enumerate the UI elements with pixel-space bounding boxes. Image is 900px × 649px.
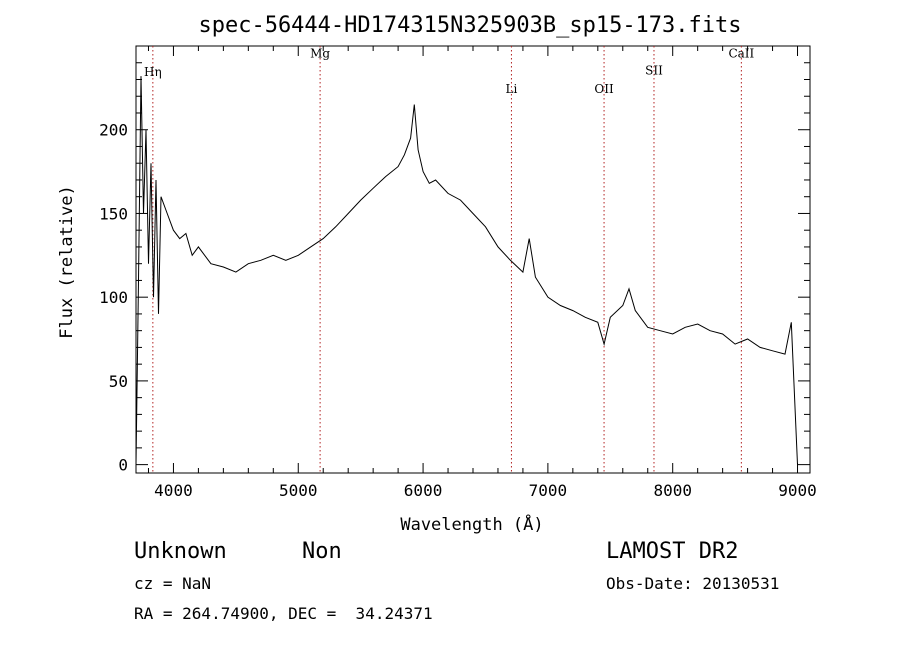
y-tick-label: 200 [99,121,128,140]
object-subclass: Non [302,539,342,564]
x-tick-label: 9000 [778,481,817,500]
x-axis-label: Wavelength (Å) [400,513,543,535]
y-axis-label: Flux (relative) [57,185,77,339]
x-axis-ticks: 4000 5000 6000 7000 8000 9000 [147,46,817,500]
x-tick-label: 5000 [279,481,318,500]
coordinates: RA = 264.74900, DEC = 34.24371 [134,604,433,623]
chart-title: spec-56444-HD174315N325903B_sp15-173.fit… [198,13,741,38]
y-tick-label: 100 [99,288,128,307]
line-marker-label: SII [645,63,663,77]
y-tick-label: 0 [118,456,128,475]
x-tick-label: 8000 [653,481,692,500]
line-marker-label: CaII [728,47,754,61]
line-marker-label: Li [506,82,518,96]
object-class: Unknown [134,539,227,564]
plot-frame [135,45,811,474]
survey-label: LAMOST DR2 [606,539,739,564]
y-tick-label: 50 [109,372,128,391]
y-tick-label: 150 [99,204,128,223]
line-markers: Hη Mg Li OII SII CaII [144,46,755,473]
plot-border [135,45,811,474]
spectrum-line [135,76,798,465]
x-tick-label: 7000 [529,481,568,500]
x-tick-label: 4000 [154,481,193,500]
line-marker-label: Mg [310,47,330,61]
spectrum-series [135,76,798,465]
cz-value: cz = NaN [134,574,212,593]
x-tick-label: 6000 [404,481,443,500]
line-marker-label: Hη [144,65,162,79]
line-marker-label: OII [594,82,614,96]
obs-date: Obs-Date: 20130531 [606,574,780,593]
y-axis-ticks: 0 50 100 150 200 [99,62,810,475]
